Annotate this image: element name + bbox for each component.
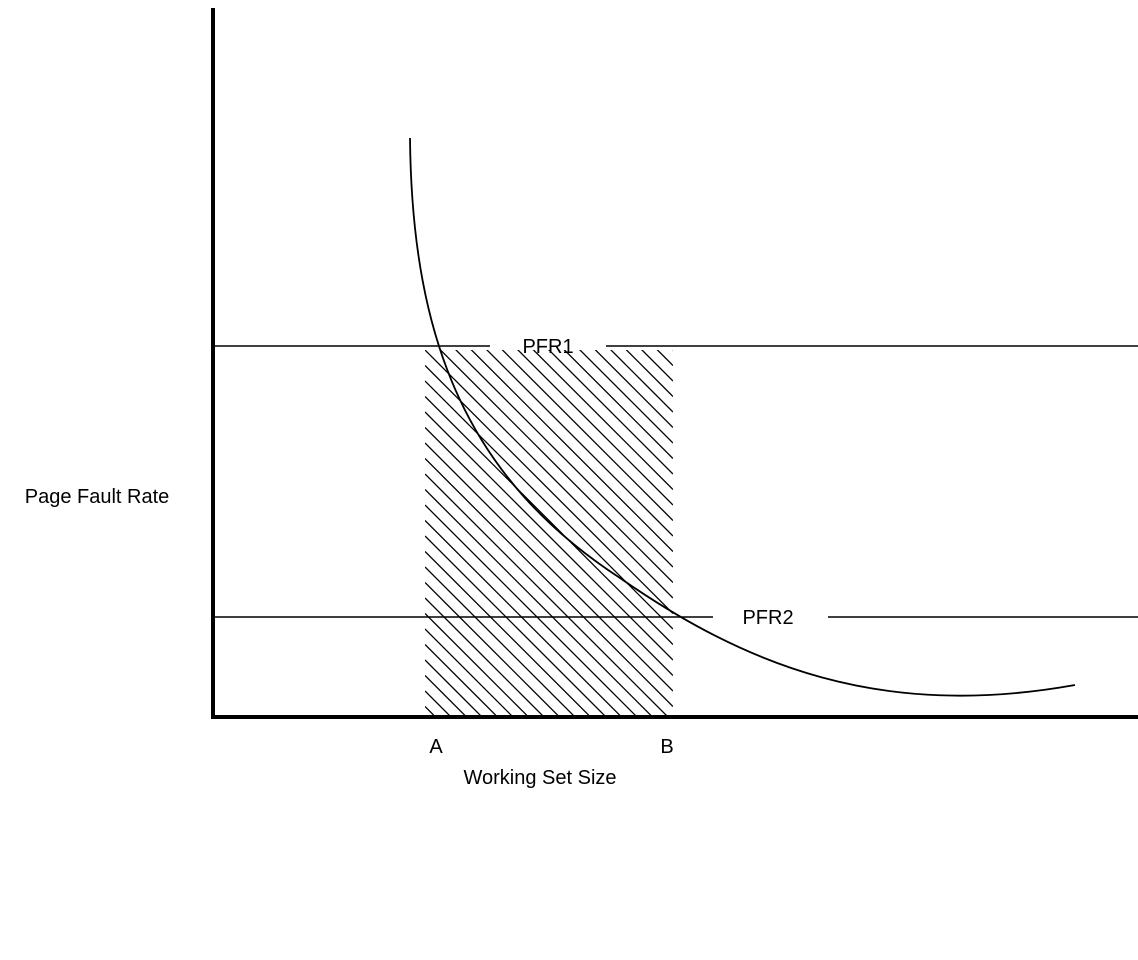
hatch-line (425, 411, 673, 661)
hatch-line (470, 350, 673, 552)
hatch-line (455, 350, 673, 568)
pfr2-label: PFR2 (742, 607, 793, 629)
hatch-line (425, 350, 673, 599)
hatch-line (672, 350, 673, 351)
hatch-line (425, 504, 638, 717)
hatch-line (425, 380, 673, 630)
hatch-line (425, 722, 673, 960)
hatch-line (425, 613, 530, 717)
hatch-line (425, 690, 452, 717)
hatch-line (517, 350, 673, 506)
hatch-line (579, 350, 673, 444)
hatch-line (425, 597, 545, 717)
hatch-line (594, 350, 673, 428)
hatch-line (656, 350, 673, 366)
marker-b-label: B (660, 736, 673, 758)
hatch-line (439, 350, 673, 583)
marker-a-label: A (429, 736, 443, 758)
hatch-line (425, 675, 468, 717)
hatch-line (563, 350, 673, 459)
hatch-line (425, 365, 673, 614)
hatch-line (425, 706, 437, 717)
hatch-line (425, 458, 673, 707)
hatch-line (425, 535, 607, 717)
pfr1-label: PFR1 (522, 336, 573, 358)
hatch-line (425, 659, 483, 717)
hatch-line (425, 566, 576, 717)
hatch-line (425, 473, 669, 717)
hatch-line (501, 350, 673, 521)
hatch-line (625, 350, 673, 397)
page-fault-curve (409, 137, 1076, 697)
hatch-line (425, 427, 673, 676)
hatch-line (486, 350, 673, 537)
hatch-line (425, 628, 514, 717)
hatch-line (425, 644, 499, 717)
hatch-line (548, 350, 673, 475)
hatch-line (425, 489, 654, 717)
hatch-line (425, 551, 592, 717)
x-axis-label: Working Set Size (463, 767, 616, 789)
hatch-line (425, 520, 623, 717)
y-axis-label: Page Fault Rate (25, 486, 170, 508)
hatch-line (532, 350, 673, 490)
hatch-line (425, 582, 561, 717)
hatch-line (425, 442, 673, 692)
hatched-region (425, 350, 673, 960)
hatch-line (610, 350, 673, 413)
hatch-line (425, 396, 673, 645)
